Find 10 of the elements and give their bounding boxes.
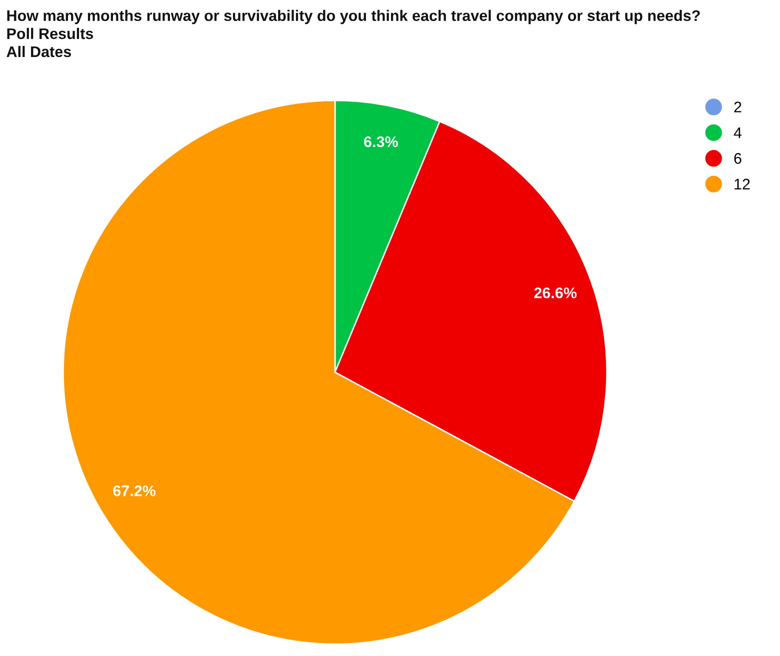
data-label: 6.3% xyxy=(364,136,398,148)
legend-label: 12 xyxy=(734,178,750,190)
data-label: 67.2% xyxy=(113,485,156,496)
data-label: 26.6% xyxy=(534,287,577,298)
legend-label: 4 xyxy=(734,127,742,138)
chart-subtitle: Poll Results xyxy=(7,28,94,40)
text: All Dates xyxy=(6,46,71,58)
chart-title: How many months runway or survivability do you think each travel company or start up needs? xyxy=(7,10,700,24)
legend-label: 6 xyxy=(734,153,742,164)
legend-label: 2 xyxy=(734,102,742,112)
